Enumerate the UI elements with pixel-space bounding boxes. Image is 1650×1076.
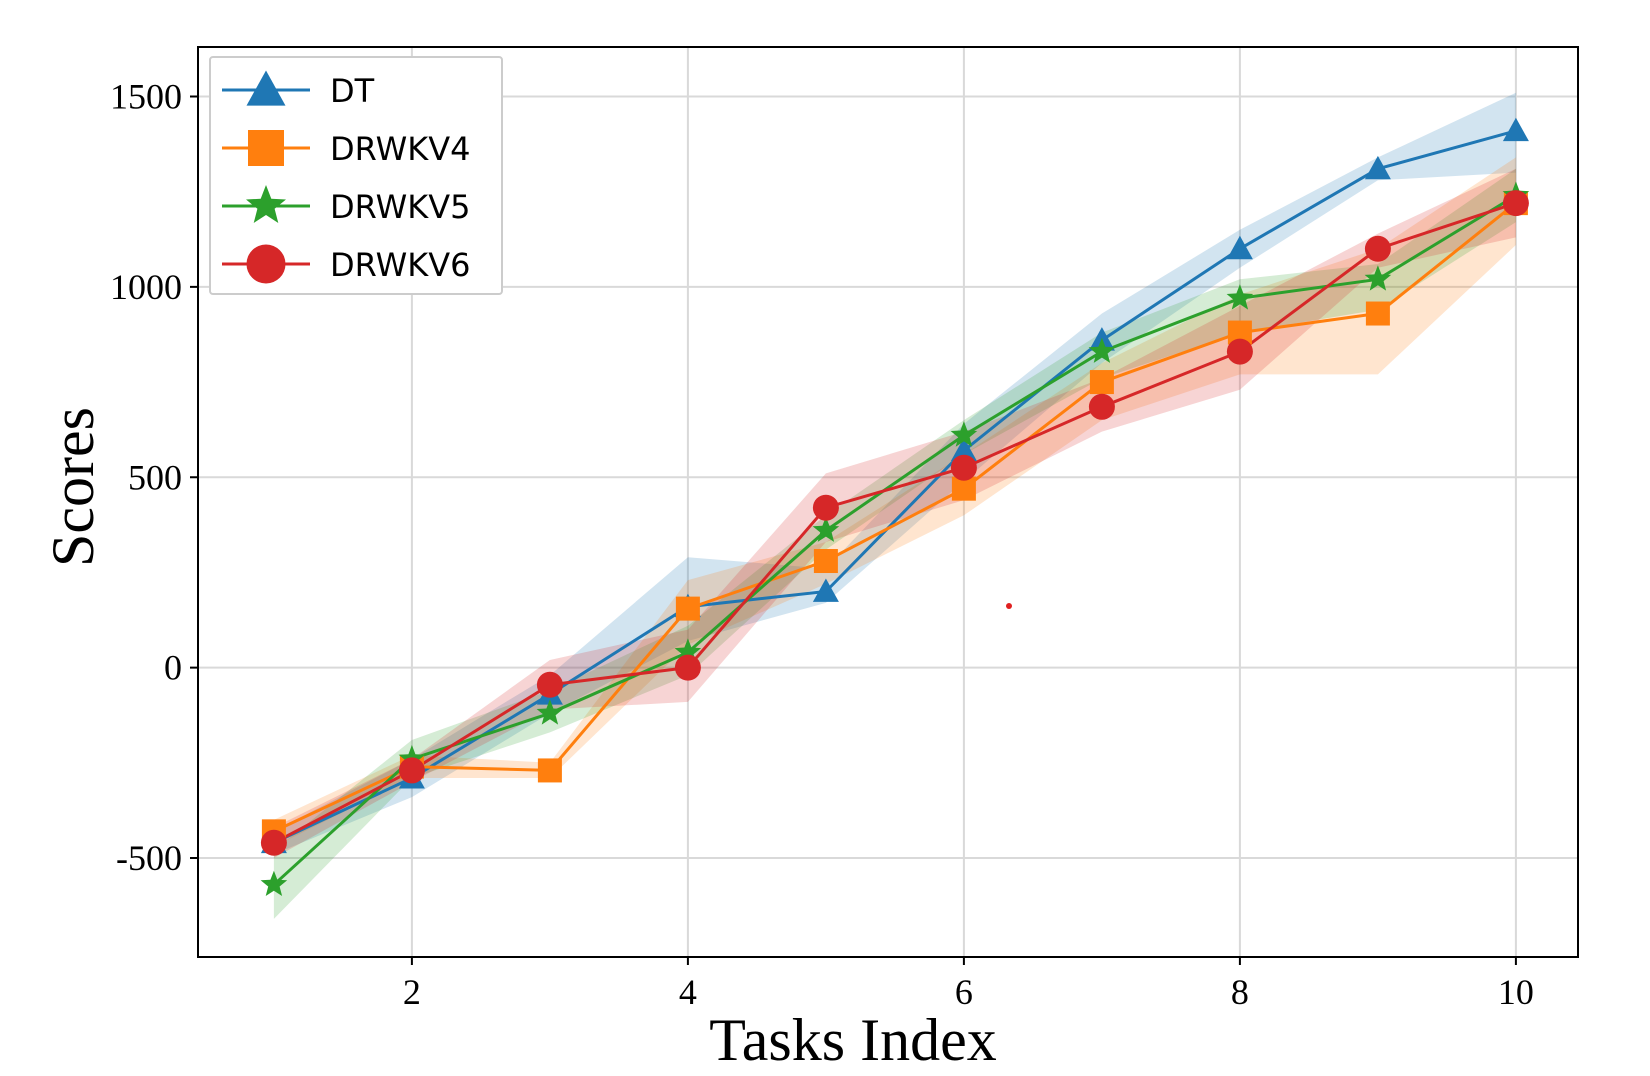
point-drwkv4	[813, 549, 838, 574]
x-tick-label: 6	[955, 972, 973, 1012]
point-drwkv5	[1364, 265, 1392, 291]
legend-marker	[246, 244, 286, 284]
line-drwkv5	[272, 194, 1517, 886]
point-drwkv4	[1365, 301, 1390, 326]
point-drwkv6	[1226, 338, 1253, 365]
point-drwkv4	[1089, 370, 1114, 395]
legend-label: DT	[330, 72, 375, 110]
series-markers	[260, 117, 1530, 896]
point-drwkv5	[950, 421, 978, 447]
stray-dot	[1006, 603, 1012, 609]
point-drwkv6	[1364, 235, 1391, 262]
y-tick-label: 0	[164, 648, 182, 688]
point-drwkv5	[812, 516, 840, 542]
point-dt	[1502, 117, 1529, 142]
x-tick-label: 8	[1231, 972, 1249, 1012]
point-drwkv6	[398, 757, 425, 784]
legend-label: DRWKV6	[330, 246, 470, 284]
point-drwkv5	[1226, 284, 1254, 310]
x-tick-label: 4	[679, 972, 697, 1012]
point-drwkv5	[1088, 337, 1116, 363]
point-drwkv6	[812, 494, 839, 521]
y-tick-label: 500	[128, 457, 182, 497]
x-tick-label: 10	[1498, 972, 1534, 1012]
y-tick-label: 1000	[110, 267, 182, 307]
legend-box	[209, 56, 503, 295]
point-drwkv6	[260, 829, 287, 856]
legend-label: DRWKV5	[330, 188, 470, 226]
point-dt	[1364, 155, 1391, 180]
point-drwkv5	[536, 699, 564, 725]
point-drwkv5	[260, 870, 288, 896]
point-drwkv6	[536, 671, 563, 698]
point-dt	[812, 578, 839, 602]
y-axis-ticks: -500 0 500 1000 1500	[110, 76, 198, 878]
y-tick-label: -500	[116, 838, 182, 878]
line-drwkv6	[273, 201, 1517, 845]
x-axis-ticks: 2 4 6 8 10	[403, 957, 1534, 1012]
point-drwkv6	[1502, 190, 1529, 217]
point-drwkv6	[674, 654, 701, 681]
line-drwkv4	[273, 201, 1517, 833]
y-axis-title: Scores	[40, 407, 106, 567]
legend: DT DRWKV4 DRWKV5 DRWKV6	[209, 56, 503, 295]
x-axis-title: Tasks Index	[709, 1007, 996, 1073]
band-dt	[273, 92, 1516, 855]
legend-marker	[246, 70, 286, 106]
point-dt	[1226, 235, 1253, 260]
point-dt	[950, 437, 977, 461]
band-drwkv6	[273, 168, 1516, 859]
confidence-bands	[273, 92, 1516, 919]
point-drwkv4	[537, 758, 562, 783]
point-drwkv5	[674, 638, 702, 664]
point-drwkv4	[675, 596, 700, 621]
x-tick-label: 2	[403, 972, 421, 1012]
series-lines	[272, 129, 1517, 886]
point-drwkv6	[950, 454, 977, 481]
legend-marker	[248, 130, 284, 166]
y-tick-label: 1500	[110, 76, 182, 116]
point-drwkv6	[1088, 393, 1115, 420]
legend-label: DRWKV4	[330, 130, 470, 168]
plot-area-frame	[197, 46, 1579, 958]
band-drwkv4	[273, 157, 1516, 847]
legend-marker	[246, 185, 286, 223]
